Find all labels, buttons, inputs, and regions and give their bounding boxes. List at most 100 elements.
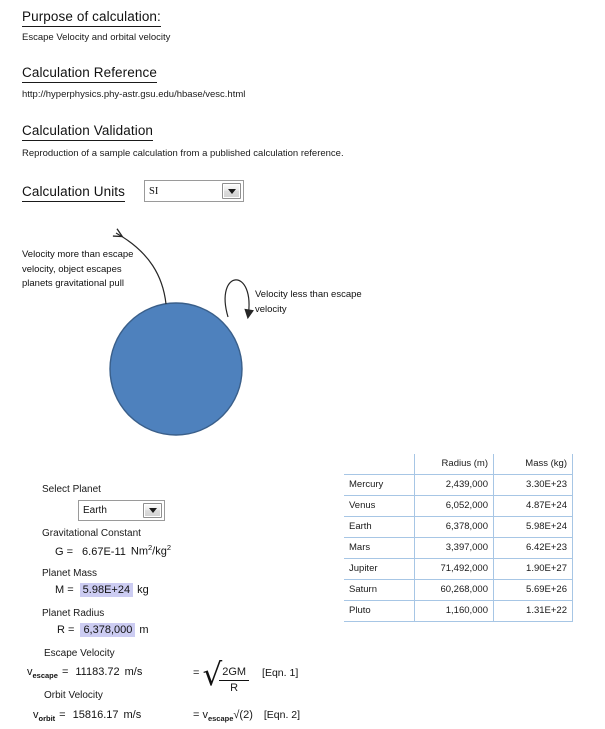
fraction-numerator: 2GM (219, 666, 250, 681)
gravitational-constant-label: Gravitational Constant (42, 528, 141, 539)
gravitational-constant-unit: Nm2/kg2 (131, 543, 171, 558)
select-planet-value: Earth (83, 505, 107, 516)
planet-table-header: Radius (m) Mass (kg) (344, 454, 573, 475)
formula-equals-1: = (193, 667, 200, 679)
chevron-down-icon[interactable] (143, 503, 162, 518)
escape-velocity-value: 11183.72 (75, 666, 120, 678)
table-row[interactable]: Venus 6,052,000 4.87E+24 (344, 495, 573, 517)
validation-text: Reproduction of a sample calculation fro… (22, 148, 344, 159)
planet-radius-cell: 1,160,000 (414, 600, 494, 622)
escape-velocity-equals: = (61, 666, 69, 678)
planet-name-cell: Mars (344, 537, 415, 559)
purpose-heading: Purpose of calculation: (22, 8, 161, 27)
orbit-formula-symbol-base: v (202, 709, 208, 721)
table-row[interactable]: Mercury 2,439,000 3.30E+23 (344, 474, 573, 496)
orbit-velocity-symbol-subscript: orbit (38, 714, 56, 724)
orbit-velocity-value: 15816.17 (72, 709, 119, 721)
validation-heading-text: Calculation Validation (22, 123, 154, 141)
escape-velocity-diagram: Velocity more than escape velocity, obje… (0, 222, 605, 447)
diagram-svg (109, 222, 254, 436)
planet-mass-value[interactable]: 5.98E+24 (79, 583, 134, 597)
gravitational-constant-value: 6.67E-11 (82, 545, 126, 558)
planet-radius-cell: 60,268,000 (414, 579, 494, 601)
planet-table-body: Mercury 2,439,000 3.30E+23 Venus 6,052,000 4.… (344, 474, 573, 622)
units-heading: Calculation Units (22, 183, 125, 202)
planet-data-table[interactable]: Radius (m) Mass (kg) Mercury 2,439,000 3.3… (344, 454, 573, 622)
planet-name-cell: Jupiter (344, 558, 415, 580)
orbit-formula-symbol-subscript: escape (207, 714, 234, 724)
suborbital-annotation-line-2: velocity (255, 303, 287, 315)
calculation-units-value: SI (149, 185, 159, 197)
escape-velocity-label: Escape Velocity (44, 648, 115, 659)
suborbital-loop-arrow (224, 279, 254, 320)
formula-equals-2: = (193, 709, 200, 721)
unit-base: Nm (130, 545, 148, 558)
table-row[interactable]: Jupiter 71,492,000 1.90E+27 (344, 558, 573, 580)
reference-heading-text: Calculation Reference (22, 65, 157, 83)
purpose-heading-text: Purpose of calculation: (22, 9, 161, 27)
orbit-velocity-equals: = (59, 709, 66, 721)
unit-exponent-1: 2 (147, 543, 153, 552)
escape-annotation-line-2: velocity, object escapes (22, 263, 122, 275)
escape-annotation-line-3: planets gravitational pull (22, 278, 124, 289)
escape-trajectory-arrow (116, 233, 167, 305)
planet-name-cell: Mercury (344, 474, 415, 496)
planet-mass-cell: 6.42E+23 (493, 537, 573, 559)
escape-velocity-symbol-subscript: escape (32, 671, 58, 681)
table-row[interactable]: Mars 3,397,000 6.42E+23 (344, 537, 573, 559)
planet-mass-cell: 1.31E+22 (493, 600, 573, 622)
equation-2-tag: [Eqn. 2] (263, 709, 301, 721)
planet-name-cell: Venus (344, 495, 415, 517)
validation-heading: Calculation Validation (22, 122, 154, 141)
planet-radius-cell: 71,492,000 (414, 558, 494, 580)
planet-radius-row: R = 6,378,000 m (57, 623, 149, 637)
fraction-denominator: R (230, 682, 239, 694)
planet-mass-cell: 5.69E+26 (493, 579, 573, 601)
planet-radius-unit: m (139, 624, 149, 636)
orbit-velocity-unit: m/s (123, 709, 142, 721)
unit-divisor: /kg (152, 545, 167, 558)
escape-velocity-symbol-base: v (27, 666, 33, 678)
planet-mass-cell: 5.98E+24 (493, 516, 573, 538)
escape-velocity-row: vescape = 11183.72 m/s (27, 666, 142, 680)
planet-radius-cell: 6,052,000 (414, 495, 494, 517)
table-header-radius: Radius (m) (414, 454, 494, 475)
planet-mass-row: M = 5.98E+24 kg (55, 583, 149, 597)
table-header-row: Radius (m) Mass (kg) (344, 454, 573, 475)
gravitational-constant-row: G = 6.67E-11 Nm2/kg2 (55, 543, 171, 558)
escape-velocity-formula: = √ 2GM R [Eqn. 1] (193, 660, 299, 695)
table-header-blank (344, 454, 415, 475)
table-row[interactable]: Earth 6,378,000 5.98E+24 (344, 516, 573, 538)
planet-mass-label: Planet Mass (42, 568, 98, 579)
orbit-velocity-formula: = vescape √(2) [Eqn. 2] (193, 709, 300, 723)
planet-radius-symbol: R = (57, 624, 75, 636)
table-row[interactable]: Saturn 60,268,000 5.69E+26 (344, 579, 573, 601)
suborbital-annotation-line-1: Velocity less than escape (255, 289, 362, 300)
calculation-units-dropdown[interactable]: SI (144, 180, 244, 202)
reference-heading: Calculation Reference (22, 64, 157, 83)
planet-mass-cell: 1.90E+27 (493, 558, 573, 580)
planet-name-cell: Earth (344, 516, 415, 538)
select-planet-dropdown[interactable]: Earth (78, 500, 165, 521)
reference-url[interactable]: http://hyperphysics.phy-astr.gsu.edu/hba… (22, 89, 246, 100)
planet-mass-unit: kg (137, 584, 149, 596)
orbit-velocity-symbol-base: v (33, 709, 39, 721)
table-row[interactable]: Pluto 1,160,000 1.31E+22 (344, 600, 573, 622)
select-planet-label: Select Planet (42, 484, 101, 495)
escape-velocity-unit: m/s (124, 666, 143, 678)
equation-1-tag: [Eqn. 1] (262, 667, 299, 679)
units-heading-text: Calculation Units (22, 184, 125, 202)
planet-name-cell: Pluto (344, 600, 415, 622)
planet-mass-cell: 4.87E+24 (493, 495, 573, 517)
planet-circle (109, 302, 243, 436)
escape-annotation: Velocity more than escape velocity, obje… (22, 248, 172, 292)
orbit-velocity-symbol: vorbit (33, 709, 55, 723)
planet-radius-value[interactable]: 6,378,000 (80, 623, 136, 637)
orbit-formula-rest: √(2) (233, 709, 253, 721)
planet-mass-cell: 3.30E+23 (493, 474, 573, 496)
chevron-down-icon[interactable] (222, 183, 241, 199)
purpose-text: Escape Velocity and orbital velocity (22, 32, 171, 43)
planet-radius-cell: 6,378,000 (414, 516, 494, 538)
orbit-velocity-row: vorbit = 15816.17 m/s (33, 709, 141, 723)
orbit-formula-symbol: vescape (202, 709, 233, 723)
